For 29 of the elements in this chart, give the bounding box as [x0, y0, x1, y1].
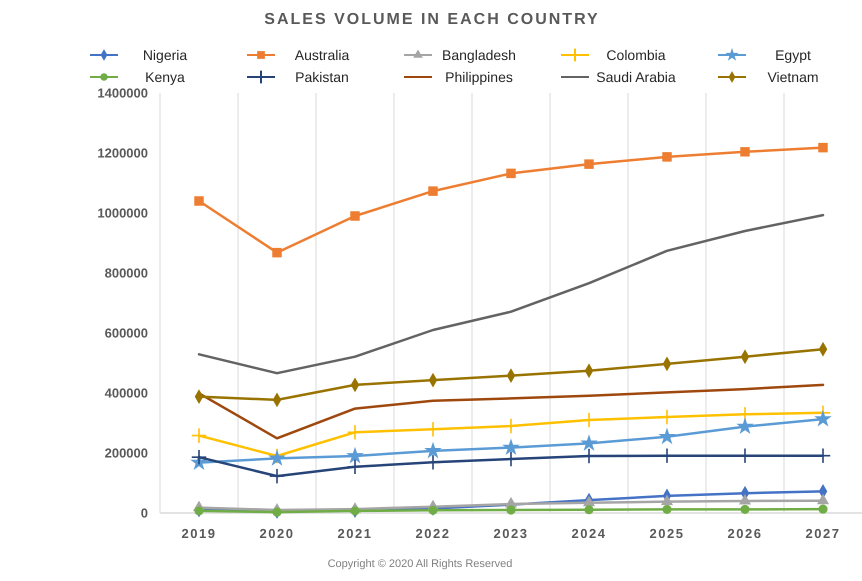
y-tick-label: 800000	[104, 266, 148, 281]
x-tick-label: 2023	[494, 526, 528, 541]
y-tick-label: 400000	[104, 386, 148, 401]
chart-title: SALES VOLUME IN EACH COUNTRY	[264, 11, 600, 28]
legend-label: Kenya	[145, 68, 186, 85]
y-tick-label: 0	[140, 506, 148, 521]
x-tick-label: 2024	[572, 526, 606, 541]
y-tick-label: 200000	[104, 446, 148, 461]
legend-label: Egypt	[775, 46, 812, 63]
y-tick-label: 600000	[104, 326, 148, 341]
y-tick-label: 1000000	[97, 206, 148, 221]
legend-label: Saudi Arabia	[596, 68, 676, 85]
x-tick-label: 2022	[416, 526, 450, 541]
legend-label: Bangladesh	[442, 46, 516, 63]
x-tick-label: 2019	[182, 526, 216, 541]
x-tick-label: 2020	[260, 526, 294, 541]
legend-label: Pakistan	[295, 68, 349, 85]
y-tick-label: 1200000	[97, 146, 148, 161]
x-tick-label: 2025	[650, 526, 684, 541]
y-tick-label: 1400000	[97, 86, 148, 101]
legend-label: Philippines	[445, 68, 513, 85]
x-tick-label: 2027	[806, 526, 840, 541]
text: Copyright © 2020 All Rights Reserved	[328, 558, 512, 570]
x-tick-label: 2026	[728, 526, 762, 541]
legend-label: Colombia	[606, 46, 666, 63]
legend-label: Nigeria	[142, 46, 188, 63]
legend-label: Australia	[294, 46, 350, 63]
legend-label: Vietnam	[767, 68, 819, 85]
x-tick-label: 2021	[338, 526, 372, 541]
